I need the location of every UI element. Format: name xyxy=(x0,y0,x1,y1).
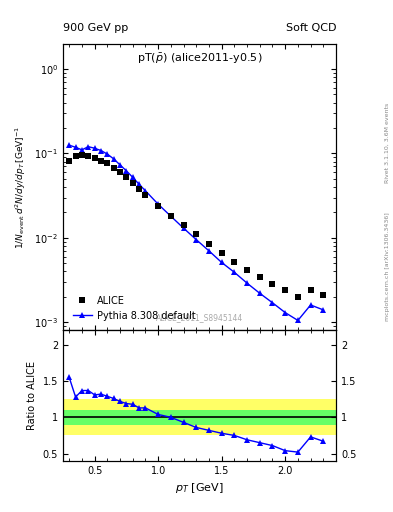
ALICE xyxy=(321,292,326,298)
Pythia 8.308 default xyxy=(86,143,91,150)
Pythia 8.308 default xyxy=(143,188,148,194)
ALICE xyxy=(99,158,103,164)
Pythia 8.308 default xyxy=(270,300,275,306)
ALICE xyxy=(207,241,211,247)
ALICE xyxy=(194,231,198,238)
ALICE xyxy=(245,267,250,273)
ALICE xyxy=(92,155,97,161)
Pythia 8.308 default xyxy=(283,310,288,316)
Pythia 8.308 default xyxy=(92,145,97,152)
Text: pT($\bar{p}$) (alice2011-y0.5): pT($\bar{p}$) (alice2011-y0.5) xyxy=(137,52,262,67)
Text: ALICE_2011_S8945144: ALICE_2011_S8945144 xyxy=(156,313,243,322)
Pythia 8.308 default xyxy=(130,174,135,180)
Pythia 8.308 default xyxy=(207,248,211,254)
ALICE xyxy=(105,160,110,166)
Pythia 8.308 default xyxy=(105,151,110,157)
Text: 900 GeV pp: 900 GeV pp xyxy=(63,23,128,33)
ALICE xyxy=(169,213,173,219)
Pythia 8.308 default xyxy=(99,147,103,154)
Pythia 8.308 default xyxy=(156,201,160,207)
Pythia 8.308 default xyxy=(118,162,122,168)
ALICE xyxy=(308,287,313,293)
Legend: ALICE, Pythia 8.308 default: ALICE, Pythia 8.308 default xyxy=(68,291,200,326)
Pythia 8.308 default xyxy=(245,280,250,286)
Pythia 8.308 default xyxy=(67,142,72,148)
ALICE xyxy=(219,250,224,256)
ALICE xyxy=(86,154,91,160)
Pythia 8.308 default xyxy=(232,269,237,275)
Pythia 8.308 default xyxy=(79,147,84,153)
Pythia 8.308 default xyxy=(219,260,224,266)
ALICE xyxy=(73,154,78,160)
Y-axis label: $1/N_\mathrm{event}\,d^2N/dy/dp_T\,[\mathrm{GeV}]^{-1}$: $1/N_\mathrm{event}\,d^2N/dy/dp_T\,[\mat… xyxy=(14,125,28,248)
ALICE xyxy=(111,164,116,170)
ALICE xyxy=(124,174,129,180)
ALICE xyxy=(67,158,72,164)
Pythia 8.308 default xyxy=(321,307,326,313)
Pythia 8.308 default xyxy=(308,302,313,308)
Pythia 8.308 default xyxy=(194,237,198,243)
Pythia 8.308 default xyxy=(296,317,300,324)
Text: mcplots.cern.ch [arXiv:1306.3436]: mcplots.cern.ch [arXiv:1306.3436] xyxy=(385,212,389,321)
Y-axis label: Ratio to ALICE: Ratio to ALICE xyxy=(27,361,37,430)
ALICE xyxy=(137,186,141,192)
Pythia 8.308 default xyxy=(137,181,141,187)
Pythia 8.308 default xyxy=(111,156,116,162)
ALICE xyxy=(79,152,84,158)
ALICE xyxy=(156,203,160,209)
ALICE xyxy=(270,282,275,288)
ALICE xyxy=(181,222,186,228)
Pythia 8.308 default xyxy=(73,144,78,151)
Line: Pythia 8.308 default: Pythia 8.308 default xyxy=(66,142,326,323)
Pythia 8.308 default xyxy=(257,290,262,296)
Text: Rivet 3.1.10, 3.6M events: Rivet 3.1.10, 3.6M events xyxy=(385,103,389,183)
ALICE xyxy=(130,180,135,186)
ALICE xyxy=(257,274,262,281)
Pythia 8.308 default xyxy=(124,168,129,174)
Pythia 8.308 default xyxy=(181,225,186,231)
Text: Soft QCD: Soft QCD xyxy=(286,23,336,33)
Pythia 8.308 default xyxy=(169,213,173,219)
X-axis label: $p_T$ [GeV]: $p_T$ [GeV] xyxy=(175,481,224,495)
ALICE xyxy=(296,294,300,300)
ALICE xyxy=(232,259,237,265)
ALICE xyxy=(118,169,122,175)
ALICE xyxy=(283,287,288,293)
ALICE xyxy=(143,192,148,198)
Line: ALICE: ALICE xyxy=(66,152,327,300)
